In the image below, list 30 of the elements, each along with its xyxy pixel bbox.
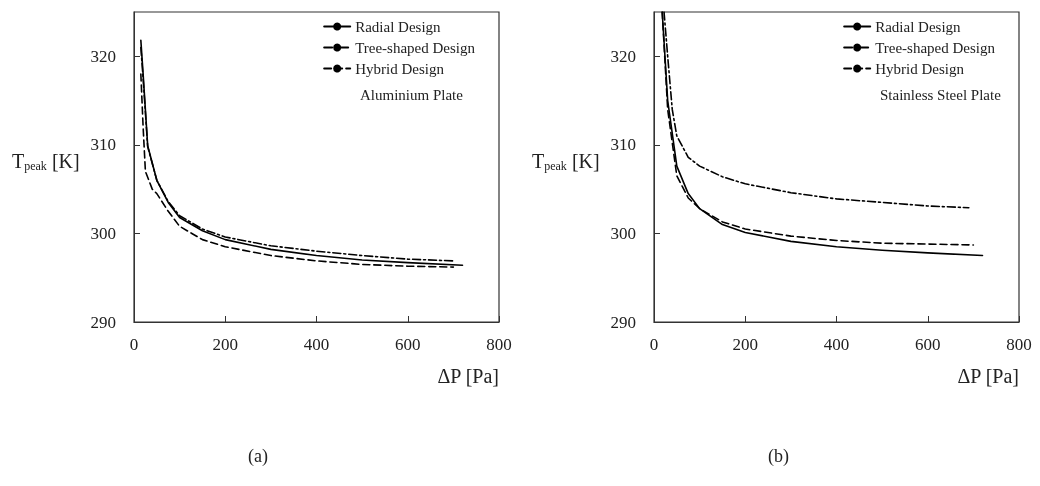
y-tick-label: 310 [90, 135, 116, 155]
legend-label: Radial Design [875, 18, 962, 35]
y-tick-label: 300 [90, 223, 116, 243]
x-axis-title: ΔP [Pa] [957, 365, 1019, 387]
x-tick-label: 200 [732, 335, 758, 354]
x-tick-label: 800 [486, 335, 512, 354]
legend-label: Hybrid Design [355, 60, 445, 77]
legend-label: Hybrid Design [875, 60, 965, 77]
text: (a) [248, 446, 268, 467]
x-tick-label: 600 [395, 335, 421, 354]
x-tick-label: 400 [303, 335, 330, 354]
y-tick-label: 320 [90, 46, 116, 66]
x-tick-label: 400 [823, 335, 850, 354]
y-tick-label: 300 [610, 223, 636, 243]
x-axis-title: ΔP [Pa] [437, 365, 499, 387]
legend-label: Tree-shaped Design [355, 39, 476, 56]
y-tick-label: 290 [90, 312, 116, 332]
legend-label: Radial Design [355, 18, 442, 35]
x-tick-label: 800 [1006, 335, 1032, 354]
x-tick-label: 200 [212, 335, 238, 354]
y-tick-label: 310 [610, 135, 636, 155]
legend-label: Tree-shaped Design [875, 39, 996, 56]
x-tick-label: 600 [915, 335, 941, 354]
text: (b) [768, 446, 789, 467]
annotation: Aluminium Plate [360, 86, 464, 103]
annotation: Stainless Steel Plate [880, 86, 1002, 103]
x-tick-label: 0 [649, 335, 659, 354]
y-tick-label: 290 [610, 312, 636, 332]
x-tick-label: 0 [129, 335, 139, 354]
y-tick-label: 320 [610, 46, 636, 66]
